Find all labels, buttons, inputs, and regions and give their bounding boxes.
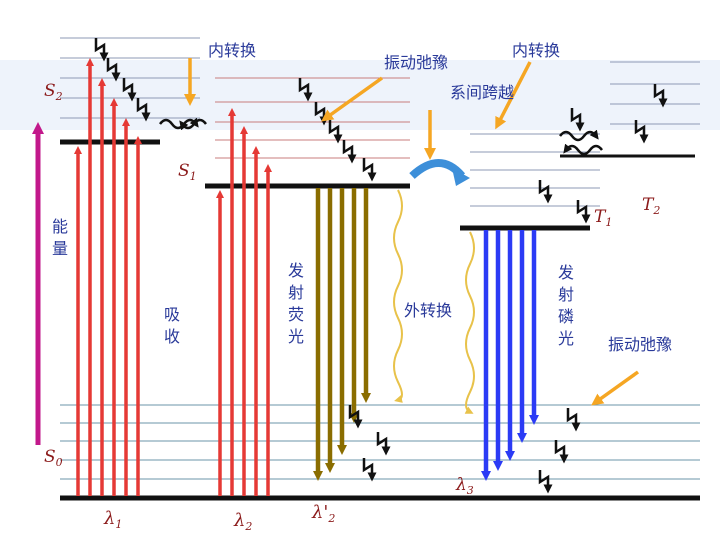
label-phosphorescence-3: 磷 <box>558 307 574 326</box>
label-vibrational-relaxation-2: 振动弛豫 <box>608 335 672 354</box>
label-phosphorescence-2: 射 <box>558 285 574 304</box>
label-lambda2: λ2 <box>233 510 252 533</box>
vibrational-relaxation-zigzags <box>94 38 668 494</box>
wavy-crossing-arrows <box>159 117 603 156</box>
label-phosphorescence-1: 发 <box>558 263 574 282</box>
label-vibrational-relaxation-1: 振动弛豫 <box>384 53 448 72</box>
label-fluorescence-3: 荧 <box>288 305 304 324</box>
label-lambda1: λ1 <box>103 508 122 531</box>
label-internal-conversion-1: 内转换 <box>208 41 256 60</box>
external-conversion-wavy <box>393 189 475 414</box>
label-phosphorescence-4: 光 <box>558 329 574 348</box>
absorption-arrows-lambda2 <box>216 108 272 496</box>
phosphorescence-arrows <box>481 230 539 481</box>
label-external-conversion: 外转换 <box>404 301 452 320</box>
s1-sublevels <box>215 77 410 159</box>
label-absorption-1: 吸 <box>164 305 180 324</box>
label-lambda2-prime: λ'2 <box>311 502 335 525</box>
label-energy-1: 能 <box>52 217 68 236</box>
label-absorption-2: 收 <box>164 327 180 346</box>
absorption-arrows-lambda1 <box>74 58 142 496</box>
label-lambda3: λ3 <box>455 475 474 497</box>
annotation-arrows <box>184 58 640 406</box>
label-fluorescence-4: 光 <box>288 327 304 346</box>
label-t2: T2 <box>642 195 660 217</box>
label-energy-2: 量 <box>52 239 68 258</box>
label-s0: S0 <box>44 447 63 469</box>
label-t1: T1 <box>594 207 612 229</box>
label-intersystem-crossing: 系间跨越 <box>450 83 514 102</box>
label-s1: S1 <box>178 161 197 183</box>
label-fluorescence-1: 发 <box>288 261 304 280</box>
intersystem-crossing-arrowhead <box>452 168 470 186</box>
label-s2: S2 <box>44 81 63 103</box>
label-fluorescence-2: 射 <box>288 283 304 302</box>
fluorescence-arrows <box>313 188 371 481</box>
label-internal-conversion-2: 内转换 <box>512 41 560 60</box>
